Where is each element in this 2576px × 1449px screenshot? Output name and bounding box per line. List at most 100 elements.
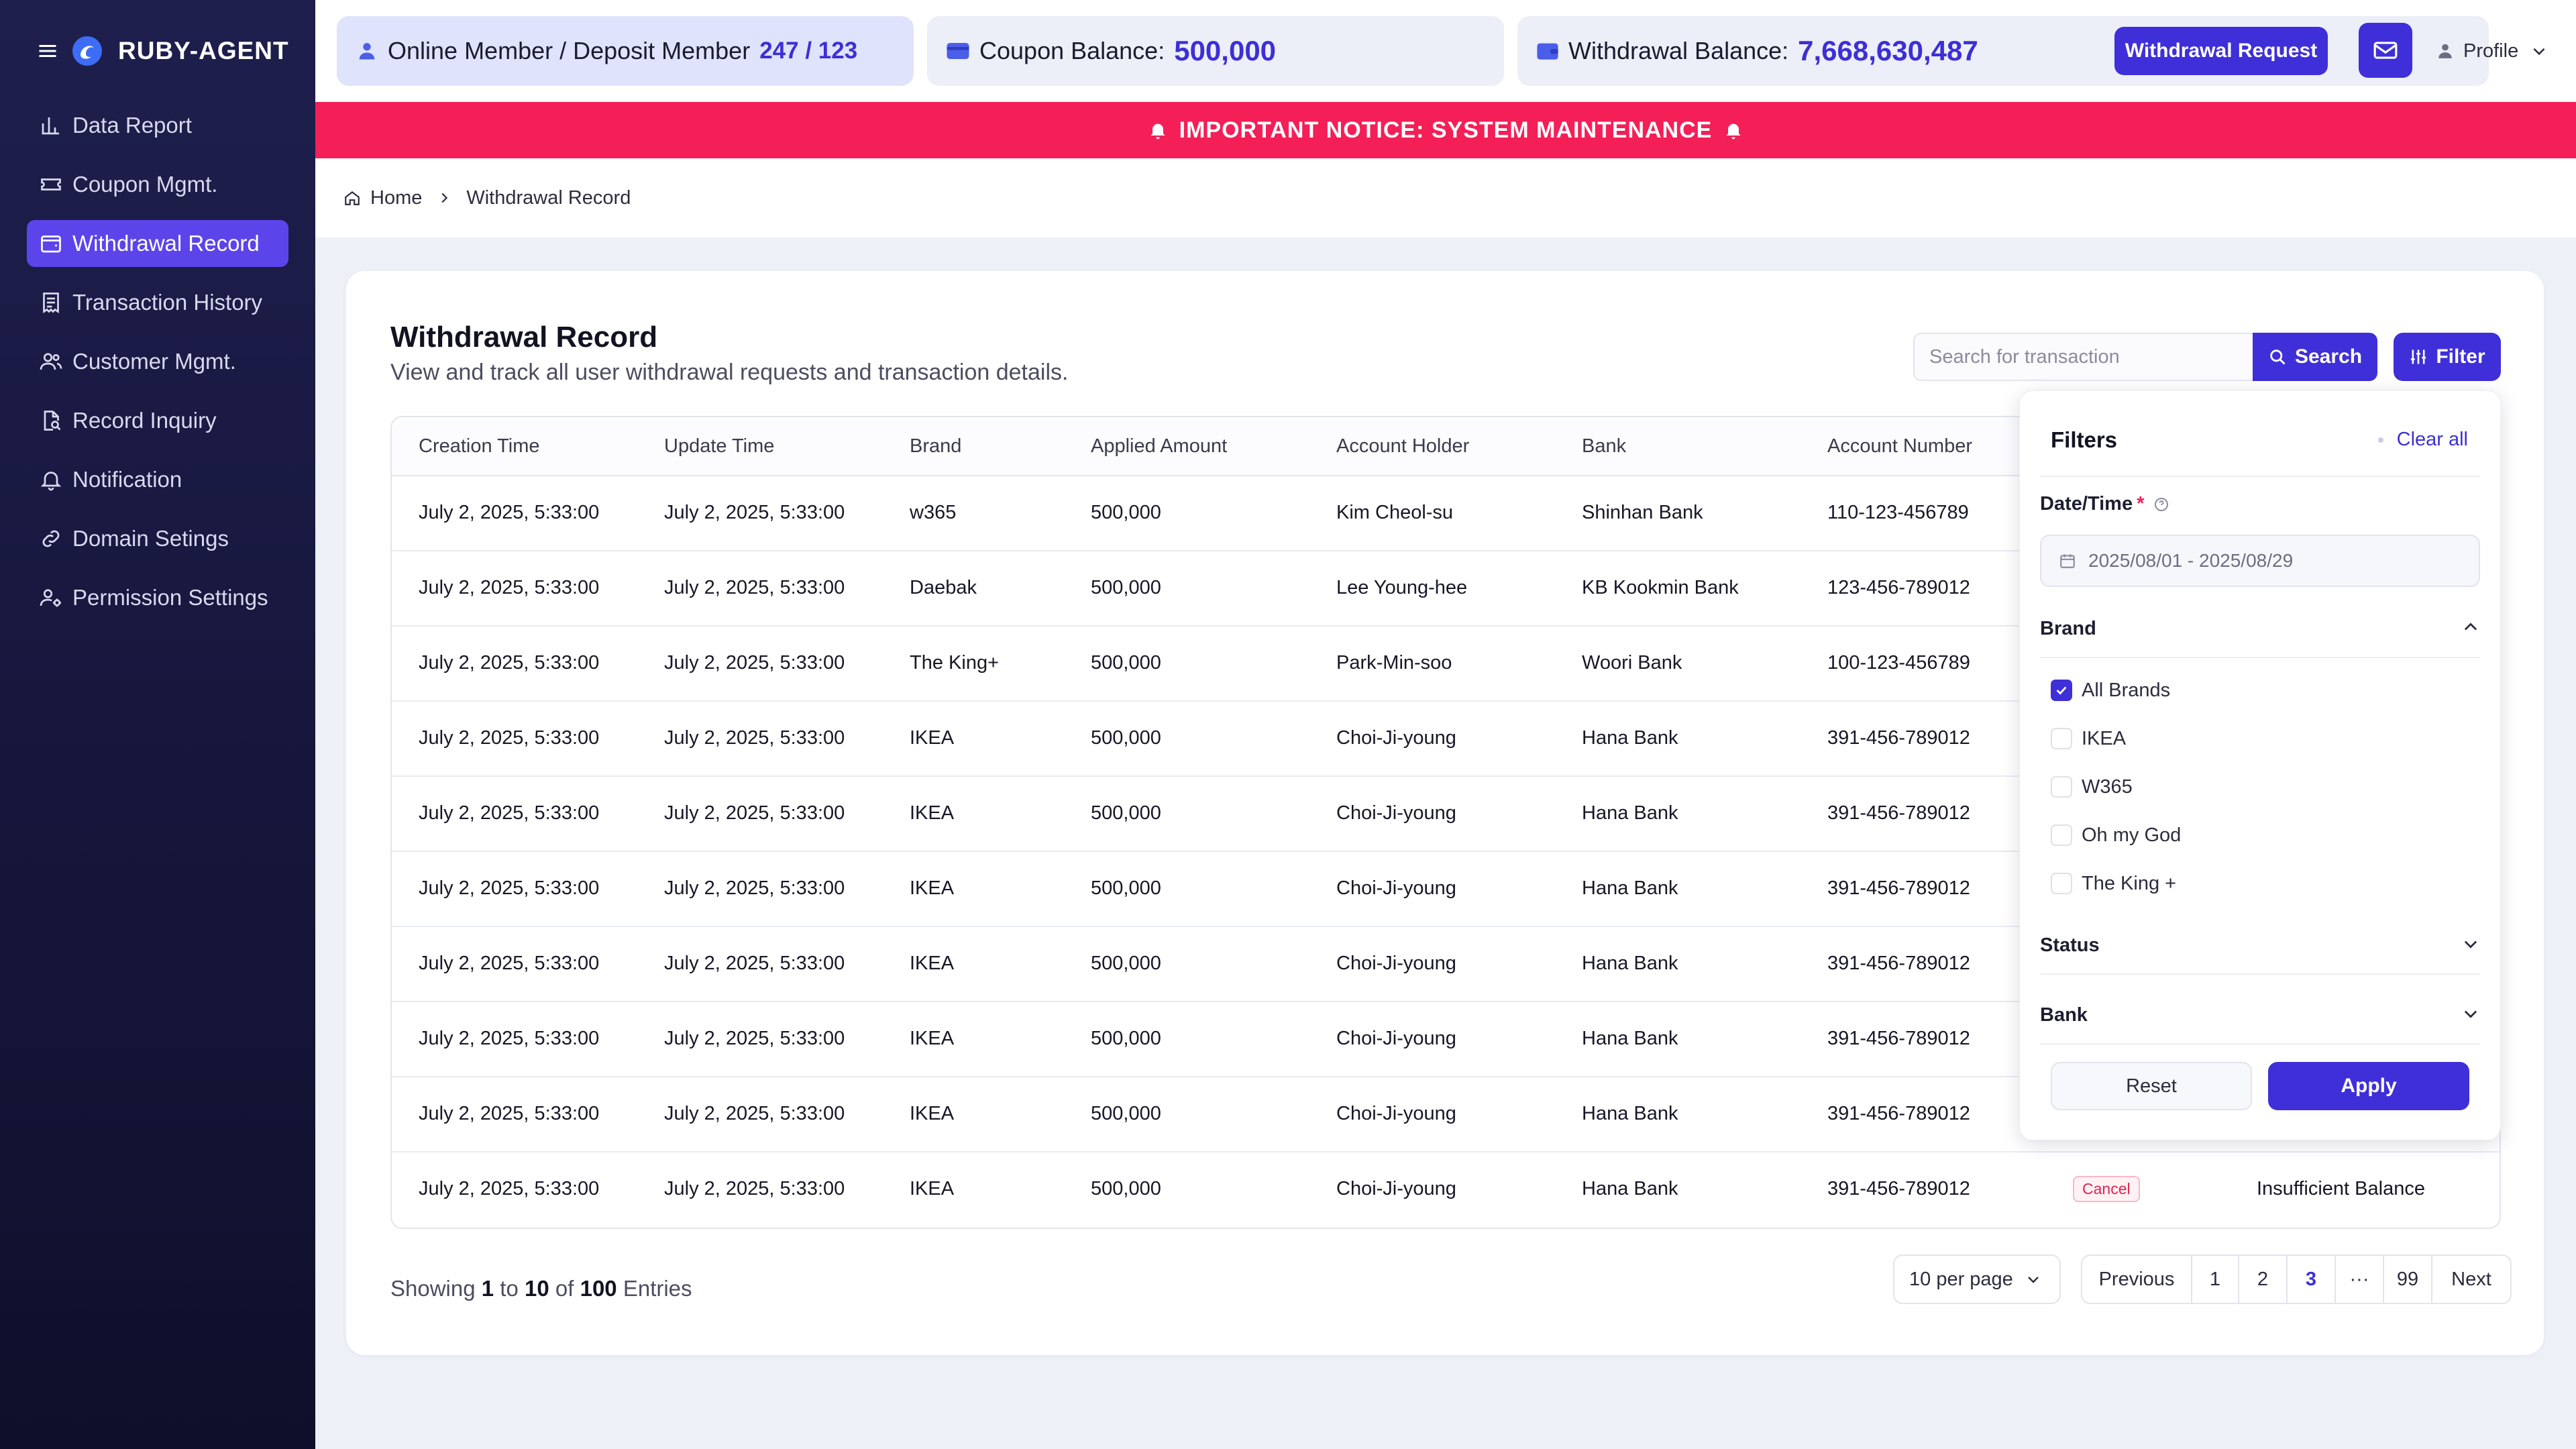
brand-section-header[interactable]: Brand (2040, 618, 2480, 645)
table-cell: July 2, 2025, 5:33:00 (419, 501, 600, 523)
table-cell: 500,000 (1091, 576, 1161, 598)
sidebar-item-transaction-history[interactable]: Transaction History (27, 279, 288, 326)
column-header-account-holder[interactable]: Account Holder (1336, 435, 1470, 457)
sidebar-item-label: Domain Setings (72, 526, 229, 551)
checkbox[interactable] (2051, 824, 2072, 846)
per-page-select[interactable]: 10 per page (1893, 1254, 2061, 1304)
table-cell: 500,000 (1091, 802, 1161, 824)
table-cell: Lee Young-hee (1336, 576, 1468, 598)
showing-to-word: to (500, 1276, 519, 1301)
user-gear-icon (40, 589, 61, 607)
checkbox-checked[interactable] (2051, 680, 2072, 701)
withdrawal-balance-label: Withdrawal Balance: (1568, 37, 1789, 64)
table-cell: Hana Bank (1582, 802, 1678, 824)
withdrawal-request-button[interactable]: Withdrawal Request (2114, 27, 2328, 75)
column-header-creation-time[interactable]: Creation Time (419, 435, 540, 457)
pagination-page-3[interactable]: 3 (2288, 1256, 2336, 1303)
table-cell: 500,000 (1091, 1027, 1161, 1049)
chevron-down-icon (2027, 1277, 2039, 1283)
pagination-page-99[interactable]: 99 (2384, 1256, 2432, 1303)
status-section-header[interactable]: Status (2040, 934, 2480, 961)
filter-button[interactable]: Filter (2394, 333, 2501, 381)
sidebar-item-coupon-mgmt[interactable]: Coupon Mgmt. (27, 161, 288, 208)
table-cell: The King+ (910, 651, 1000, 674)
divider (2040, 657, 2480, 658)
column-header-update-time[interactable]: Update Time (664, 435, 775, 457)
breadcrumb-home-link[interactable]: Home (370, 186, 423, 209)
table-row[interactable]: July 2, 2025, 5:33:00 July 2, 2025, 5:33:… (392, 625, 2500, 702)
date-time-label: Date/Time * (2040, 493, 2169, 515)
table-cell: Hana Bank (1582, 1177, 1678, 1199)
table-cell: July 2, 2025, 5:33:00 (664, 1177, 845, 1199)
brand-option-all[interactable]: All Brands (2051, 677, 2170, 704)
bank-section-header[interactable]: Bank (2040, 1004, 2480, 1031)
hamburger-menu-icon[interactable] (38, 41, 58, 61)
sidebar-item-domain-settings[interactable]: Domain Setings (27, 515, 288, 562)
page-subtitle: View and track all user withdrawal reque… (390, 360, 1069, 385)
table-row[interactable]: July 2, 2025, 5:33:00 July 2, 2025, 5:33:… (392, 1076, 2500, 1152)
sidebar-item-permission-settings[interactable]: Permission Settings (27, 574, 288, 621)
brand-option-the-king-plus[interactable]: The King + (2051, 870, 2176, 897)
table-row[interactable]: July 2, 2025, 5:33:00 July 2, 2025, 5:33:… (392, 700, 2500, 777)
sidebar-item-withdrawal-record[interactable]: Withdrawal Record (27, 220, 288, 267)
column-header-applied-amount[interactable]: Applied Amount (1091, 435, 1228, 457)
pagination-next[interactable]: Next (2451, 1268, 2491, 1290)
table-row[interactable]: July 2, 2025, 5:33:00 July 2, 2025, 5:33:… (392, 475, 2500, 551)
pagination-page-2[interactable]: 2 (2239, 1256, 2288, 1303)
per-page-value: 10 per page (1909, 1268, 2013, 1290)
sidebar-item-label: Record Inquiry (72, 408, 217, 433)
table-row[interactable]: July 2, 2025, 5:33:00 July 2, 2025, 5:33:… (392, 550, 2500, 627)
table-cell: Choi-Ji-young (1336, 802, 1456, 824)
table-cell: July 2, 2025, 5:33:00 (664, 952, 845, 974)
table-row[interactable]: July 2, 2025, 5:33:00 July 2, 2025, 5:33:… (392, 1001, 2500, 1077)
showing-entries-word: Entries (623, 1276, 692, 1301)
reset-button[interactable]: Reset (2051, 1062, 2252, 1110)
table-cell: IKEA (910, 727, 955, 749)
brand-option-oh-my-god[interactable]: Oh my God (2051, 822, 2181, 849)
sidebar-item-data-report[interactable]: Data Report (27, 102, 288, 149)
table-cell: July 2, 2025, 5:33:00 (664, 501, 845, 523)
pagination-page-1[interactable]: 1 (2192, 1256, 2239, 1303)
page-title: Withdrawal Record (390, 321, 658, 354)
table-row[interactable]: July 2, 2025, 5:33:00 July 2, 2025, 5:33:… (392, 926, 2500, 1002)
file-search-icon (44, 411, 61, 431)
sidebar-item-label: Coupon Mgmt. (72, 172, 218, 197)
mail-button[interactable] (2359, 23, 2412, 78)
checkbox[interactable] (2051, 728, 2072, 749)
showing-of-word: of (555, 1276, 574, 1301)
receipt-icon (43, 292, 59, 314)
search-button-label: Search (2294, 345, 2363, 368)
sidebar-item-customer-mgmt[interactable]: Customer Mgmt. (27, 338, 288, 385)
table-cell: 500,000 (1091, 952, 1161, 974)
pagination-previous[interactable]: Previous (2082, 1256, 2192, 1303)
search-button[interactable]: Search (2253, 333, 2377, 381)
table-cell: July 2, 2025, 5:33:00 (664, 651, 845, 674)
filters-title: Filters (2051, 427, 2118, 452)
checkbox[interactable] (2051, 776, 2072, 798)
clear-all-button[interactable]: Clear all (2377, 429, 2468, 451)
sidebar-item-record-inquiry[interactable]: Record Inquiry (27, 397, 288, 444)
table-row[interactable]: July 2, 2025, 5:33:00 July 2, 2025, 5:33:… (392, 1151, 2500, 1226)
breadcrumb: Home Withdrawal Record (315, 158, 2576, 237)
table-row[interactable]: July 2, 2025, 5:33:00 July 2, 2025, 5:33:… (392, 851, 2500, 927)
apply-button[interactable]: Apply (2268, 1062, 2469, 1110)
column-header-brand[interactable]: Brand (910, 435, 962, 457)
table-cell: 500,000 (1091, 727, 1161, 749)
check-icon (2056, 686, 2067, 695)
column-header-account-number[interactable]: Account Number (1827, 435, 1972, 457)
date-range-input[interactable]: 2025/08/01 - 2025/08/29 (2040, 535, 2480, 587)
brand-option-w365[interactable]: W365 (2051, 773, 2133, 800)
search-input[interactable]: Search for transaction (1913, 333, 2253, 381)
profile-menu[interactable]: Profile (2436, 32, 2548, 70)
brand-option-ikea[interactable]: IKEA (2051, 725, 2126, 752)
table-row[interactable]: July 2, 2025, 5:33:00 July 2, 2025, 5:33:… (392, 775, 2500, 852)
calendar-icon (2060, 554, 2075, 568)
sidebar-item-notification[interactable]: Notification (27, 456, 288, 503)
checkbox[interactable] (2051, 873, 2072, 894)
coupon-balance-label: Coupon Balance: (979, 37, 1165, 64)
table-cell: Choi-Ji-young (1336, 952, 1456, 974)
sidebar-item-label: Customer Mgmt. (72, 349, 236, 374)
dot-icon (2377, 437, 2383, 443)
table-cell: July 2, 2025, 5:33:00 (664, 1102, 845, 1124)
column-header-bank[interactable]: Bank (1582, 435, 1627, 457)
